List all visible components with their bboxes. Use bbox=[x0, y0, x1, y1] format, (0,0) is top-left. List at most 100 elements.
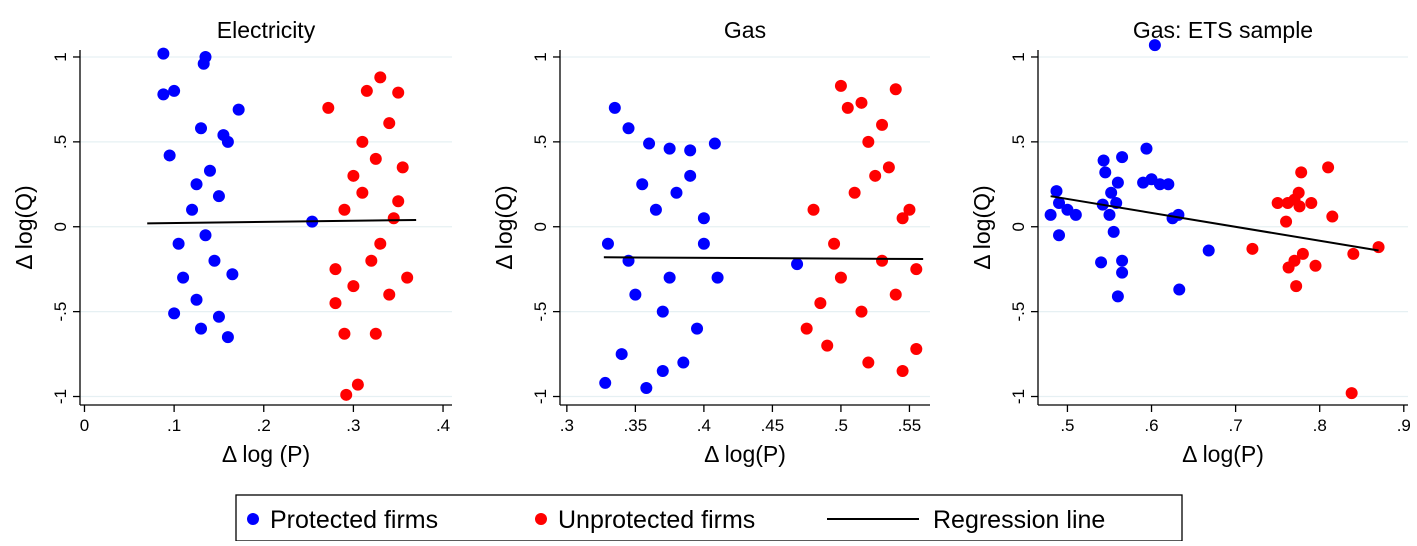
protected-firm-point bbox=[212, 190, 225, 203]
unprotected-firm-point bbox=[862, 356, 875, 369]
unprotected-firm-point bbox=[383, 117, 396, 130]
protected-firm-point bbox=[203, 164, 216, 177]
protected-firm-point bbox=[1111, 290, 1124, 303]
regression-line bbox=[603, 256, 924, 260]
protected-firm-point bbox=[1116, 151, 1129, 164]
unprotected-firm-point bbox=[1347, 247, 1360, 260]
unprotected-firm-point bbox=[800, 322, 813, 335]
protected-firm-point bbox=[697, 237, 710, 250]
protected-firm-point bbox=[1116, 254, 1129, 267]
unprotected-firm-point bbox=[351, 378, 364, 391]
protected-firm-point bbox=[656, 305, 669, 318]
unprotected-firm-point bbox=[814, 297, 827, 310]
unprotected-firm-point bbox=[834, 271, 847, 284]
protected-firm-point bbox=[697, 212, 710, 225]
y-axis-title: Δ log(Q) bbox=[491, 185, 517, 269]
protected-firm-point bbox=[232, 103, 245, 116]
y-tick-label: 0 bbox=[1009, 222, 1028, 231]
protected-firm-point bbox=[711, 271, 724, 284]
unprotected-firm-point bbox=[322, 101, 335, 114]
unprotected-firm-point bbox=[889, 288, 902, 301]
y-tick-label: 1 bbox=[531, 52, 550, 61]
protected-firm-point bbox=[168, 307, 181, 320]
protected-firm-point bbox=[691, 322, 704, 335]
legend-label: Protected firms bbox=[270, 506, 438, 534]
protected-firm-point bbox=[636, 178, 649, 191]
x-tick-label: .7 bbox=[1229, 416, 1243, 435]
x-tick-label: .6 bbox=[1144, 416, 1158, 435]
y-tick-label: -1 bbox=[51, 389, 70, 404]
x-tick-label: .1 bbox=[167, 416, 181, 435]
unprotected-firm-point bbox=[1296, 247, 1309, 260]
protected-firm-point bbox=[226, 268, 239, 281]
unprotected-firm-point bbox=[369, 327, 382, 340]
protected-firm-point bbox=[1099, 166, 1112, 179]
protected-firm-point bbox=[199, 229, 212, 242]
y-tick-label: 0 bbox=[51, 222, 70, 231]
x-tick-label: .45 bbox=[761, 416, 785, 435]
protected-firm-point bbox=[599, 376, 612, 389]
unprotected-firm-point bbox=[876, 118, 889, 131]
unprotected-firm-point bbox=[338, 327, 351, 340]
protected-firm-point bbox=[163, 149, 176, 162]
protected-firm-point bbox=[1053, 229, 1066, 242]
y-tick-label: .5 bbox=[51, 135, 70, 149]
protected-firm-point bbox=[190, 178, 203, 191]
protected-firm-point bbox=[1050, 185, 1063, 198]
protected-firm-point bbox=[791, 258, 804, 271]
protected-firm-point bbox=[615, 348, 628, 361]
unprotected-firm-point bbox=[347, 280, 360, 293]
protected-firm-point bbox=[212, 310, 225, 323]
protected-firm-point bbox=[1103, 208, 1116, 221]
unprotected-firm-point bbox=[910, 263, 923, 276]
x-tick-label: .3 bbox=[346, 416, 360, 435]
protected-firm-point bbox=[629, 288, 642, 301]
unprotected-firm-point bbox=[360, 84, 373, 97]
x-tick-label: 0 bbox=[80, 416, 89, 435]
unprotected-firm-point bbox=[889, 83, 902, 96]
unprotected-firm-point bbox=[374, 71, 387, 84]
unprotected-firm-point bbox=[903, 203, 916, 216]
y-tick-label: -.5 bbox=[1009, 302, 1028, 322]
y-tick-label: .5 bbox=[531, 135, 550, 149]
x-axis-title: Δ log(P) bbox=[1182, 441, 1264, 467]
regression-line bbox=[147, 218, 417, 225]
protected-firm-point bbox=[157, 47, 170, 60]
unprotected-firm-point bbox=[896, 365, 909, 378]
protected-firm-point bbox=[177, 271, 190, 284]
protected-firm-point bbox=[677, 356, 690, 369]
x-tick-label: .2 bbox=[257, 416, 271, 435]
protected-firm-point bbox=[1173, 283, 1186, 296]
x-axis-title: Δ log(P) bbox=[704, 441, 786, 467]
unprotected-firm-point bbox=[848, 186, 861, 199]
protected-firm-point bbox=[168, 84, 181, 97]
unprotected-firm-point bbox=[828, 237, 841, 250]
unprotected-firm-point bbox=[855, 96, 868, 109]
legend-label: Regression line bbox=[933, 506, 1105, 534]
unprotected-firm-point bbox=[1322, 161, 1335, 174]
protected-firm-point bbox=[1153, 178, 1166, 191]
y-axis-title: Δ log(Q) bbox=[11, 185, 37, 269]
protected-firm-point bbox=[708, 137, 721, 150]
unprotected-firm-point bbox=[807, 203, 820, 216]
regression-line bbox=[1050, 195, 1379, 252]
protected-firm-point bbox=[684, 169, 697, 182]
unprotected-firm-point bbox=[387, 212, 400, 225]
legend-label: Unprotected firms bbox=[558, 506, 755, 534]
unprotected-firm-point bbox=[401, 271, 414, 284]
unprotected-firm-point bbox=[1280, 215, 1293, 228]
unprotected-firm-point bbox=[365, 254, 378, 267]
protected-firm-point bbox=[601, 237, 614, 250]
unprotected-firm-point bbox=[862, 135, 875, 148]
protected-firm-point bbox=[186, 203, 199, 216]
unprotected-firm-point bbox=[356, 186, 369, 199]
protected-firm-point bbox=[1097, 154, 1110, 167]
unprotected-firm-point bbox=[347, 169, 360, 182]
x-tick-label: .4 bbox=[697, 416, 711, 435]
x-tick-label: .5 bbox=[834, 416, 848, 435]
unprotected-firm-point bbox=[821, 339, 834, 352]
y-tick-label: -1 bbox=[1009, 389, 1028, 404]
unprotected-firm-point bbox=[1345, 387, 1358, 400]
protected-firm-point bbox=[649, 203, 662, 216]
protected-firm-point bbox=[622, 122, 635, 135]
